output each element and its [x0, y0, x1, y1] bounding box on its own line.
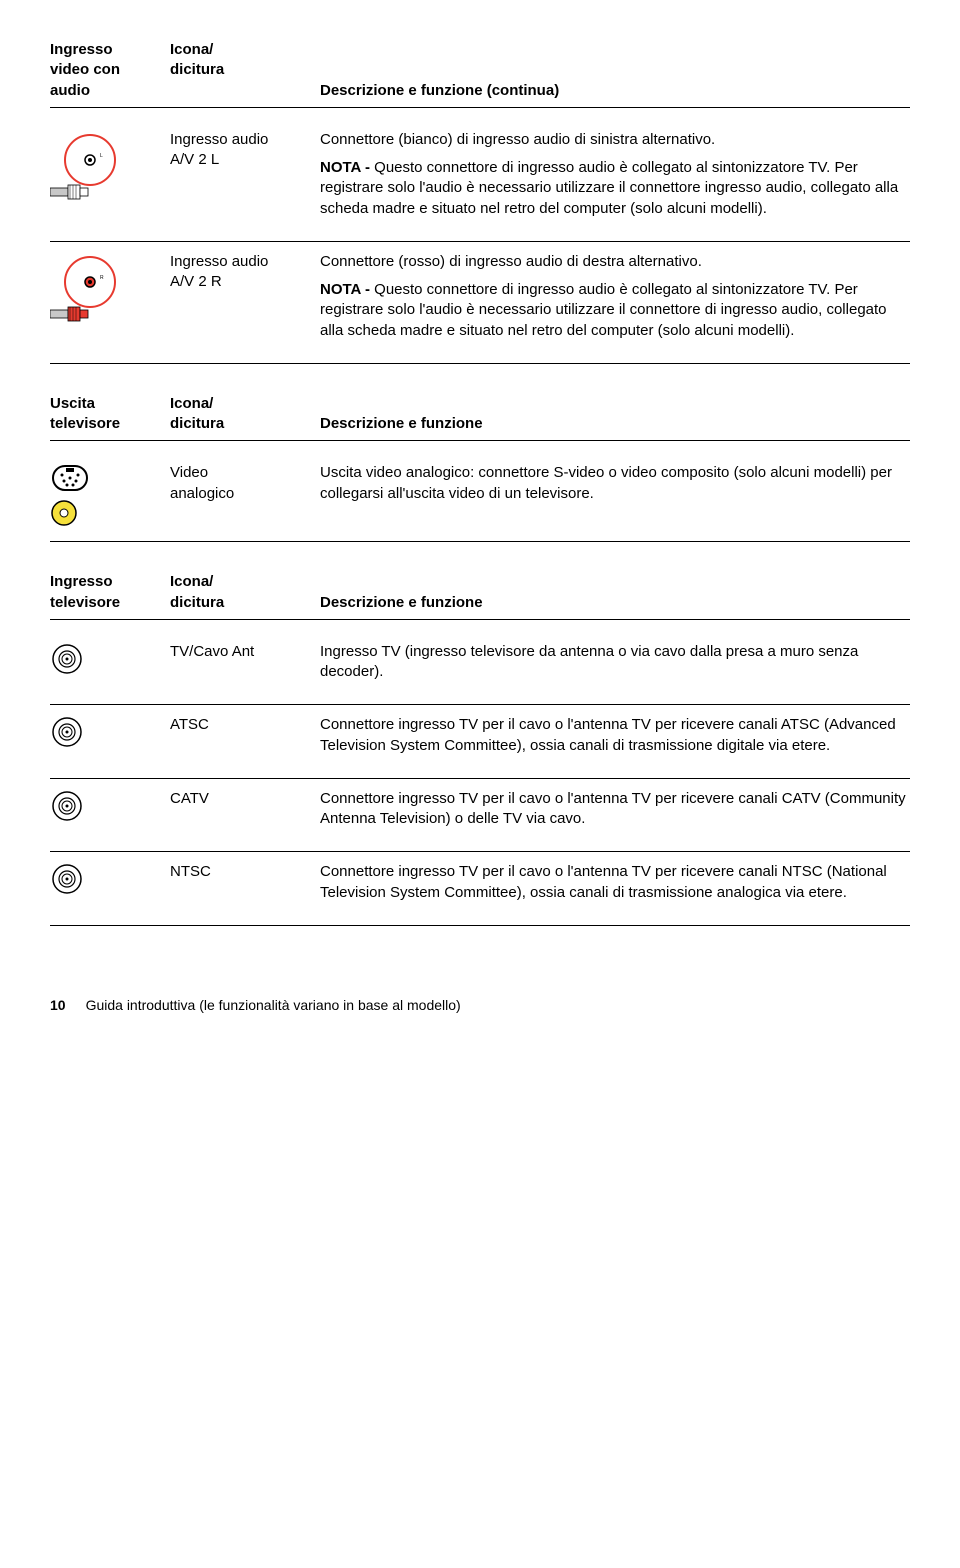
section-tv-out: Uscita televisore Icona/ dicitura Descri… [50, 394, 910, 543]
header-col3: Descrizione e funzione [320, 394, 910, 435]
desc-text: Connettore (bianco) di ingresso audio di… [320, 130, 910, 150]
label-col: Ingresso audio A/V 2 R [170, 252, 320, 349]
text: Video [170, 463, 320, 483]
desc-text: Connettore ingresso TV per il cavo o l'a… [320, 862, 910, 903]
text: TV/Cavo Ant [170, 642, 320, 662]
section-video-audio-in: Ingresso video con audio Icona/ dicitura… [50, 40, 910, 364]
icon-col: L [50, 130, 170, 227]
coax-icon [50, 715, 84, 749]
label-col: Video analogico [170, 463, 320, 527]
header-col2: Icona/ dicitura [170, 40, 320, 101]
header-col1: Ingresso televisore [50, 572, 170, 613]
text: Icona/ [170, 394, 320, 414]
desc-text: Connettore ingresso TV per il cavo o l'a… [320, 715, 910, 756]
text: analogico [170, 484, 320, 504]
text: Ingresso audio [170, 252, 320, 272]
section1-header: Ingresso video con audio Icona/ dicitura… [50, 40, 910, 108]
nota-label: NOTA - [320, 159, 374, 176]
desc-col: Ingresso TV (ingresso televisore da ante… [320, 642, 910, 691]
header-col2: Icona/ dicitura [170, 394, 320, 435]
header-col1: Uscita televisore [50, 394, 170, 435]
label-col: TV/Cavo Ant [170, 642, 320, 691]
row-av2r: R Ingresso audio A/V 2 R Connettore (ros… [50, 242, 910, 364]
svg-text:L: L [100, 153, 103, 159]
header-col2: Icona/ dicitura [170, 572, 320, 613]
desc-col: Uscita video analogico: connettore S-vid… [320, 463, 910, 527]
coax-icon [50, 789, 84, 823]
desc-col: Connettore ingresso TV per il cavo o l'a… [320, 862, 910, 911]
jack-red-icon: R [50, 252, 120, 332]
text: video con [50, 60, 170, 80]
icon-col [50, 642, 170, 691]
page-footer: 10 Guida introduttiva (le funzionalità v… [50, 996, 910, 1015]
text: Icona/ [170, 40, 320, 60]
label-col: CATV [170, 789, 320, 838]
text: dicitura [170, 414, 320, 434]
desc-text: Connettore ingresso TV per il cavo o l'a… [320, 789, 910, 830]
nota-label: NOTA - [320, 281, 374, 298]
desc-col: Connettore ingresso TV per il cavo o l'a… [320, 715, 910, 764]
text: Icona/ [170, 572, 320, 592]
text: Ingresso [50, 40, 170, 60]
nota-body: Questo connettore di ingresso audio è co… [320, 159, 898, 217]
text: Ingresso audio [170, 130, 320, 150]
text: Uscita [50, 394, 170, 414]
text: Descrizione e funzione [320, 593, 483, 613]
composite-yellow-icon [50, 499, 78, 527]
text: Descrizione e funzione [320, 414, 483, 434]
desc-col: Connettore ingresso TV per il cavo o l'a… [320, 789, 910, 838]
nota-body: Questo connettore di ingresso audio è co… [320, 281, 887, 339]
text: audio [50, 81, 170, 101]
svideo-icon [50, 463, 90, 493]
row-av2l: L Ingresso audio A/V 2 L Connettore (bia… [50, 120, 910, 242]
icon-col [50, 862, 170, 911]
text: dicitura [170, 60, 320, 80]
text: ATSC [170, 715, 320, 735]
desc-col: Connettore (bianco) di ingresso audio di… [320, 130, 910, 227]
desc-text: Uscita video analogico: connettore S-vid… [320, 463, 910, 504]
coax-icon [50, 642, 84, 676]
row-video-analog: Video analogico Uscita video analogico: … [50, 453, 910, 542]
row-catv: CATV Connettore ingresso TV per il cavo … [50, 779, 910, 853]
text: dicitura [170, 593, 320, 613]
coax-icon [50, 862, 84, 896]
icon-col [50, 463, 170, 527]
text: A/V 2 L [170, 150, 320, 170]
section2-header: Uscita televisore Icona/ dicitura Descri… [50, 394, 910, 442]
row-ntsc: NTSC Connettore ingresso TV per il cavo … [50, 852, 910, 926]
text: A/V 2 R [170, 272, 320, 292]
label-col: Ingresso audio A/V 2 L [170, 130, 320, 227]
desc-col: Connettore (rosso) di ingresso audio di … [320, 252, 910, 349]
text: NTSC [170, 862, 320, 882]
text: televisore [50, 414, 170, 434]
header-col3: Descrizione e funzione (continua) [320, 40, 910, 101]
svg-text:R: R [100, 275, 104, 281]
nota-text: NOTA - Questo connettore di ingresso aud… [320, 158, 910, 219]
footer-text: Guida introduttiva (le funzionalità vari… [86, 996, 461, 1015]
row-tvcavo: TV/Cavo Ant Ingresso TV (ingresso televi… [50, 632, 910, 706]
section-tv-in: Ingresso televisore Icona/ dicitura Desc… [50, 572, 910, 926]
icon-col [50, 789, 170, 838]
section3-header: Ingresso televisore Icona/ dicitura Desc… [50, 572, 910, 620]
page-number: 10 [50, 996, 66, 1015]
desc-text: Ingresso TV (ingresso televisore da ante… [320, 642, 910, 683]
icon-col [50, 715, 170, 764]
text: televisore [50, 593, 170, 613]
jack-white-icon: L [50, 130, 120, 210]
desc-text: Connettore (rosso) di ingresso audio di … [320, 252, 910, 272]
header-col1: Ingresso video con audio [50, 40, 170, 101]
header-col3: Descrizione e funzione [320, 572, 910, 613]
nota-text: NOTA - Questo connettore di ingresso aud… [320, 280, 910, 341]
label-col: NTSC [170, 862, 320, 911]
text: Ingresso [50, 572, 170, 592]
text: Descrizione e funzione (continua) [320, 81, 559, 101]
text: CATV [170, 789, 320, 809]
icon-col: R [50, 252, 170, 349]
label-col: ATSC [170, 715, 320, 764]
row-atsc: ATSC Connettore ingresso TV per il cavo … [50, 705, 910, 779]
